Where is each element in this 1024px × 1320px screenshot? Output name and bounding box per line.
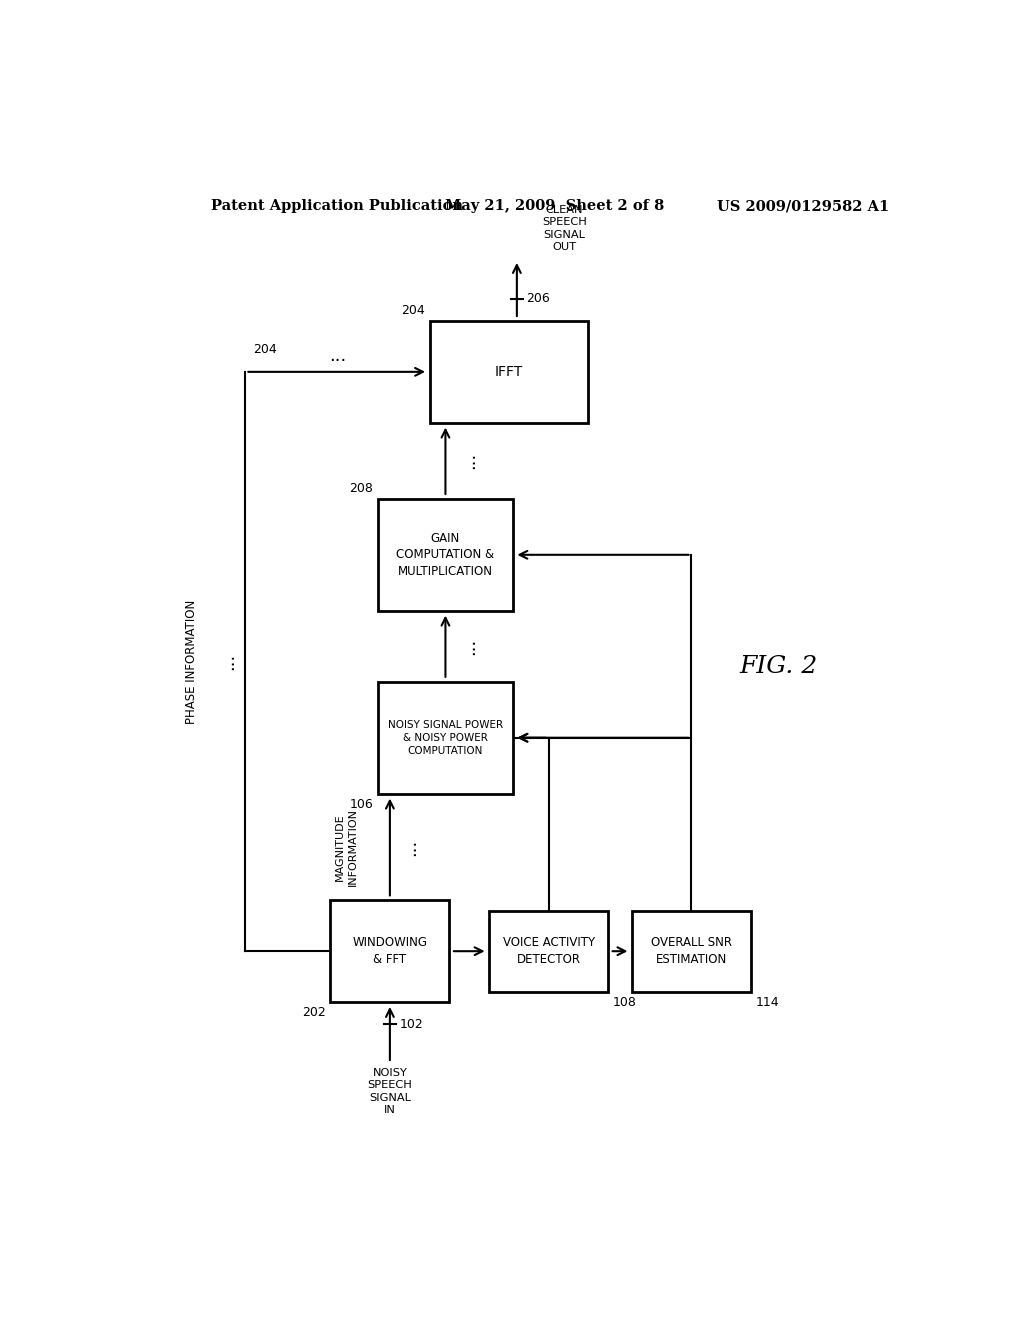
Text: ...: ...: [460, 453, 478, 470]
Text: CLEAN
SPEECH
SIGNAL
OUT: CLEAN SPEECH SIGNAL OUT: [542, 205, 587, 252]
Text: ...: ...: [329, 347, 346, 364]
Bar: [489, 911, 608, 991]
Bar: [378, 499, 513, 611]
Text: FIG. 2: FIG. 2: [739, 655, 818, 678]
Text: 114: 114: [756, 995, 779, 1008]
Text: 204: 204: [253, 343, 278, 355]
Text: VOICE ACTIVITY
DETECTOR: VOICE ACTIVITY DETECTOR: [503, 936, 595, 966]
Text: PHASE INFORMATION: PHASE INFORMATION: [185, 599, 198, 723]
Text: 106: 106: [349, 797, 373, 810]
Text: May 21, 2009  Sheet 2 of 8: May 21, 2009 Sheet 2 of 8: [445, 199, 665, 213]
Bar: [378, 682, 513, 793]
Text: NOISY
SPEECH
SIGNAL
IN: NOISY SPEECH SIGNAL IN: [368, 1068, 413, 1115]
Text: 102: 102: [399, 1018, 423, 1031]
Text: OVERALL SNR
ESTIMATION: OVERALL SNR ESTIMATION: [651, 936, 732, 966]
Text: 108: 108: [613, 995, 637, 1008]
Bar: [430, 321, 589, 422]
Bar: [632, 911, 751, 991]
Text: WINDOWING
& FFT: WINDOWING & FFT: [352, 936, 427, 966]
Text: ...: ...: [460, 638, 478, 655]
Text: 204: 204: [401, 304, 425, 317]
Text: NOISY SIGNAL POWER
& NOISY POWER
COMPUTATION: NOISY SIGNAL POWER & NOISY POWER COMPUTA…: [388, 719, 503, 755]
Text: 208: 208: [349, 482, 373, 495]
Text: 202: 202: [302, 1006, 326, 1019]
Bar: [331, 900, 450, 1002]
Text: MAGNITUDE
INFORMATION: MAGNITUDE INFORMATION: [335, 808, 357, 886]
Text: ...: ...: [400, 838, 419, 855]
Text: IFFT: IFFT: [495, 364, 523, 379]
Text: US 2009/0129582 A1: US 2009/0129582 A1: [717, 199, 889, 213]
Text: ...: ...: [219, 653, 237, 671]
Text: Patent Application Publication: Patent Application Publication: [211, 199, 463, 213]
Text: GAIN
COMPUTATION &
MULTIPLICATION: GAIN COMPUTATION & MULTIPLICATION: [396, 532, 495, 578]
Text: 206: 206: [526, 292, 550, 305]
